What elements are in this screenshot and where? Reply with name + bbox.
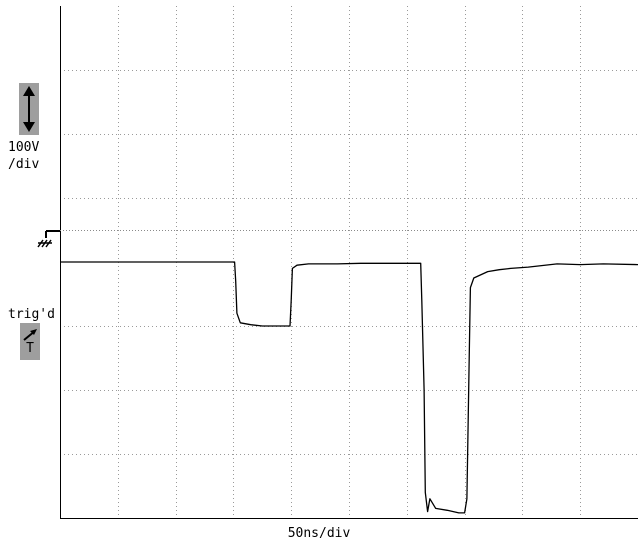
trigger-slope-icon	[23, 328, 37, 341]
trigger-status-label: trig'd	[8, 307, 55, 322]
vertical-scale-line1: 100V	[8, 140, 40, 155]
time-scale-label: 50ns/div	[287, 526, 351, 541]
vertical-scale-arrows-icon	[19, 83, 39, 135]
waveform-trace	[60, 261, 638, 514]
vertical-scale-line2: /div	[8, 157, 40, 172]
ground-reference-icon	[37, 230, 60, 248]
trigger-marker-letter: T	[26, 340, 34, 356]
trigger-marker-badge: T	[20, 323, 40, 360]
